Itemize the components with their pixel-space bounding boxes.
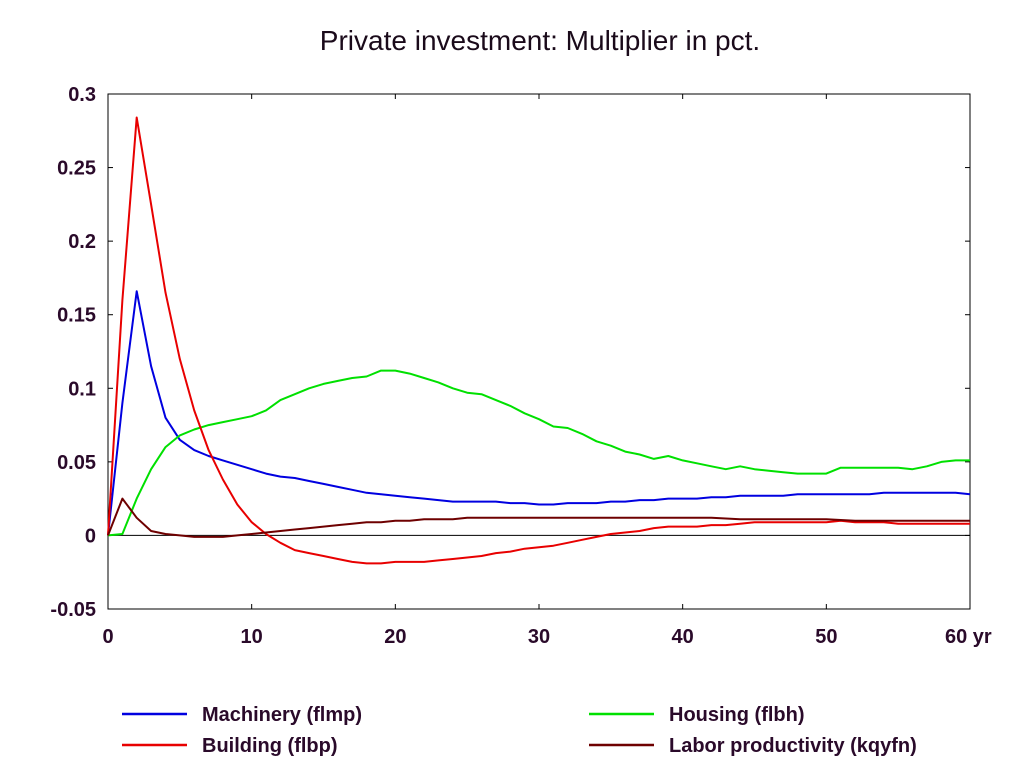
y-tick-label: 0.05 bbox=[57, 452, 96, 474]
x-tick-label: 0 bbox=[102, 626, 113, 648]
x-tick-label: 50 bbox=[815, 626, 837, 648]
series-line-3 bbox=[107, 497, 970, 538]
y-tick-label: 0 bbox=[85, 525, 96, 547]
x-tick-label: 10 bbox=[241, 626, 263, 648]
series-line-2 bbox=[107, 116, 970, 565]
plot-frame bbox=[107, 93, 971, 610]
legend-label: Building (flbp) bbox=[202, 735, 338, 757]
y-tick-label: 0.25 bbox=[57, 158, 96, 180]
series-line-1 bbox=[107, 369, 970, 537]
y-tick-label: 0.1 bbox=[68, 378, 96, 400]
chart-title: Private investment: Multiplier in pct. bbox=[320, 25, 760, 56]
x-tick-label: 30 bbox=[528, 626, 550, 648]
legend-label: Machinery (flmp) bbox=[202, 704, 362, 726]
y-tick-label: 0.2 bbox=[68, 231, 96, 253]
axes: -0.05 0 0.05 0.1 0.15 0.2 0.25 0.3 0 10 20 30 40 50 60… bbox=[50, 84, 992, 648]
series-line-0 bbox=[107, 290, 971, 536]
x-tick-label: 60 yr bbox=[945, 626, 992, 648]
series-layer bbox=[107, 116, 971, 565]
y-tick-label: 0.3 bbox=[68, 84, 96, 106]
y-tick-label: 0.15 bbox=[57, 305, 96, 327]
legend-label: Housing (flbh) bbox=[669, 704, 805, 726]
x-tick-label: 40 bbox=[672, 626, 694, 648]
legend-label: Labor productivity (kqyfn) bbox=[669, 735, 917, 757]
x-tick-label: 20 bbox=[384, 626, 406, 648]
legend: Machinery (flmp) Housing (flbh) Building (… bbox=[122, 704, 917, 757]
y-tick-label: -0.05 bbox=[50, 599, 96, 621]
